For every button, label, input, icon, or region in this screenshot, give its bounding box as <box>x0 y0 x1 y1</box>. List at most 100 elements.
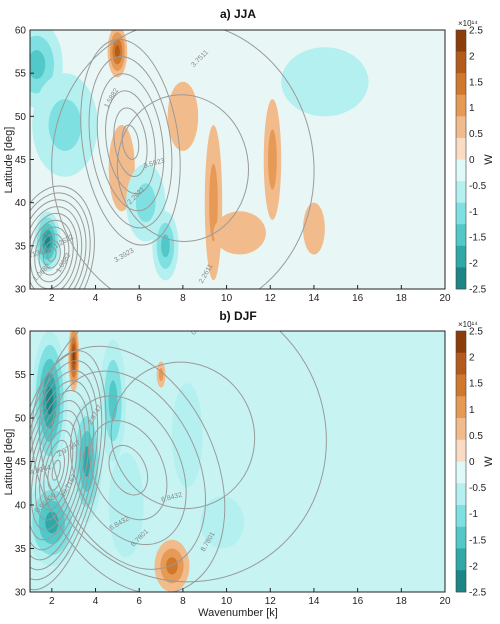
contour-line <box>30 390 90 551</box>
x-tick-label: 20 <box>439 293 451 304</box>
contour-line <box>80 38 181 246</box>
colorbar-tick-label: -2 <box>469 561 478 572</box>
colorbar-tick-label: 1 <box>469 103 475 114</box>
colorbar-tick-label: -1.5 <box>469 535 487 546</box>
contour-line <box>51 459 61 481</box>
y-tick-label: 40 <box>15 501 27 512</box>
colorbar-frame <box>455 330 467 593</box>
field-cell <box>46 386 54 415</box>
contour-line <box>30 192 91 289</box>
field-cell <box>166 557 178 575</box>
field-cell <box>108 380 118 421</box>
field-cell <box>108 452 144 558</box>
contour-line <box>30 219 74 289</box>
colorbar-swatch <box>456 245 466 268</box>
colorbar-swatch <box>456 94 466 117</box>
colorbar-swatch <box>456 548 466 571</box>
field-cell <box>114 45 120 59</box>
colorbar: 2.5 2 1.5 1 0.5 0 -0.5 -1 -1.5 -2 -2.5 ×10¹⁴ W <box>455 320 495 599</box>
contour-line <box>30 370 99 571</box>
x-tick-label: 16 <box>352 293 364 304</box>
y-axis-label: Latitude [deg] <box>3 127 15 194</box>
colorbar-swatch <box>456 396 466 419</box>
colorbar-frame <box>455 29 467 290</box>
contour-line <box>43 439 70 501</box>
colorbar-tick-label: -0.5 <box>469 483 487 494</box>
contour-line <box>47 247 57 262</box>
colorbar-swatch <box>456 137 466 160</box>
field-cell <box>213 211 266 255</box>
colorbar-exponent: ×10¹⁴ <box>458 19 478 28</box>
y-tick-label: 50 <box>15 112 27 123</box>
colorbar-swatch <box>456 461 466 484</box>
y-axis-label: Latitude [deg] <box>3 429 15 496</box>
y-tick-label: 50 <box>15 414 27 425</box>
colorbar-tick-label: -2.5 <box>469 285 487 296</box>
colorbar-swatch <box>456 159 466 182</box>
colorbar-label: W <box>483 456 495 467</box>
colorbar-swatch <box>456 418 466 441</box>
colorbar-swatch <box>456 202 466 225</box>
colorbar-swatch <box>456 570 466 593</box>
x-tick-label: 12 <box>265 596 277 607</box>
field-cell <box>30 50 46 79</box>
x-axis-label: Wavenumber [k] <box>198 607 278 619</box>
plot-area: 10.71678.78016.84324.90642.97470.968062.… <box>15 320 495 607</box>
colorbar-label: W <box>483 154 495 165</box>
x-tick-label: 4 <box>93 293 99 304</box>
x-tick-label: 18 <box>396 596 408 607</box>
x-tick-label: 10 <box>221 293 233 304</box>
colorbar-tick-label: 2.5 <box>469 26 483 37</box>
colorbar-swatch <box>456 30 466 52</box>
colorbar-tick-label: 2 <box>469 353 475 364</box>
contour-line <box>31 345 226 592</box>
colorbar-swatch <box>456 374 466 397</box>
colorbar-swatch <box>456 116 466 139</box>
field-cell <box>167 81 199 151</box>
panel-title: b) DJF <box>219 309 256 323</box>
field-cell <box>171 383 203 488</box>
colorbar-tick-label: 0 <box>469 155 475 166</box>
contour-line <box>38 331 327 583</box>
contour-line <box>39 429 74 511</box>
field-cell <box>48 99 82 151</box>
contour-line <box>34 226 70 283</box>
colorbar-swatch <box>456 505 466 528</box>
colorbar-swatch <box>456 51 466 74</box>
x-tick-label: 10 <box>221 596 233 607</box>
x-tick-label: 14 <box>308 293 320 304</box>
x-tick-label: 4 <box>93 596 99 607</box>
colorbar-tick-label: -1 <box>469 207 478 218</box>
colorbar-swatch <box>456 526 466 549</box>
field-cell <box>268 129 277 190</box>
x-tick-label: 16 <box>352 596 364 607</box>
field-cell <box>45 511 59 534</box>
contour-line <box>30 350 107 591</box>
panel-djf: b) DJF 10.71678.78016.84324.90642.97470.… <box>3 309 495 619</box>
x-tick-label: 2 <box>49 596 55 607</box>
x-tick-label: 6 <box>136 293 142 304</box>
y-tick-label: 60 <box>15 327 27 338</box>
colorbar-tick-label: 0.5 <box>469 431 483 442</box>
plot-area: 1.06822.26213.39233.13621.58823.75111.26… <box>15 19 495 304</box>
colorbar-swatch <box>456 439 466 462</box>
colorbar-swatch <box>456 483 466 506</box>
y-tick-label: 55 <box>15 370 27 381</box>
contour-line <box>30 199 87 289</box>
colorbar-swatch <box>456 352 466 375</box>
x-tick-label: 18 <box>396 293 408 304</box>
colorbar-tick-label: 0.5 <box>469 129 483 140</box>
contour-line <box>30 185 95 289</box>
x-tick-label: 2 <box>49 293 55 304</box>
contour-line <box>96 73 165 212</box>
colorbar-exponent: ×10¹⁴ <box>458 320 478 329</box>
contour-line <box>30 360 103 581</box>
field-cell <box>161 234 170 258</box>
colorbar-tick-label: -0.5 <box>469 181 487 192</box>
colorbar-swatch <box>456 331 466 354</box>
x-tick-label: 14 <box>308 596 320 607</box>
contour-line <box>38 233 66 276</box>
panel-jja: a) JJA 1.06822.26213.39233.13621.58823.7… <box>3 7 495 304</box>
y-tick-label: 30 <box>15 588 27 599</box>
